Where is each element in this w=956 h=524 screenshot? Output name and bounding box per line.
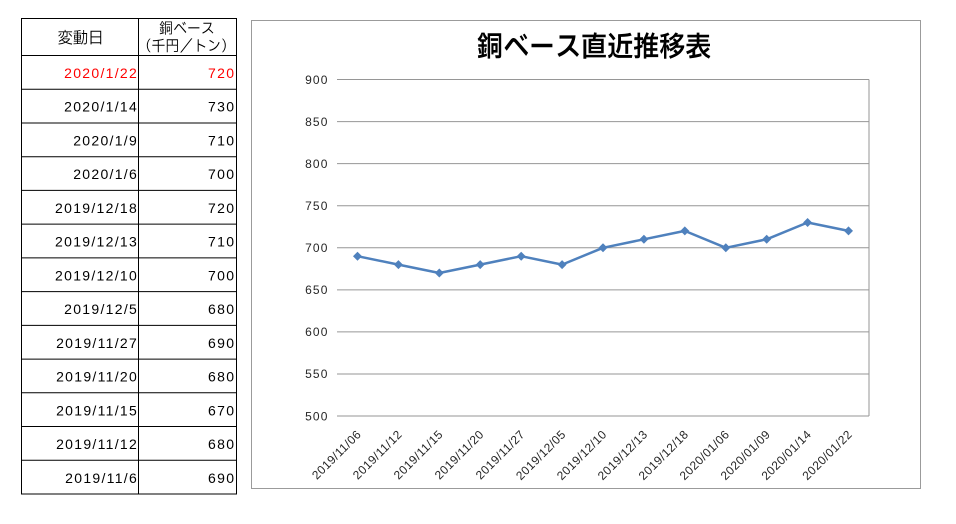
- svg-text:680: 680: [208, 369, 235, 385]
- svg-text:2019/11/20: 2019/11/20: [56, 369, 138, 385]
- svg-text:680: 680: [208, 436, 235, 452]
- svg-text:2019/11/6: 2019/11/6: [65, 470, 138, 486]
- svg-text:2019/12/18: 2019/12/18: [55, 200, 138, 216]
- svg-text:2019/12/13: 2019/12/13: [55, 234, 138, 250]
- svg-text:710: 710: [208, 133, 235, 149]
- svg-text:670: 670: [208, 402, 235, 418]
- svg-text:750: 750: [305, 199, 329, 213]
- svg-text:800: 800: [305, 157, 329, 171]
- svg-text:2019/12/10: 2019/12/10: [55, 267, 138, 283]
- svg-text:710: 710: [208, 234, 235, 250]
- svg-text:2020/1/22: 2020/1/22: [64, 65, 138, 81]
- svg-text:850: 850: [305, 115, 329, 129]
- svg-text:700: 700: [208, 166, 235, 182]
- svg-text:720: 720: [208, 200, 235, 216]
- svg-text:600: 600: [305, 325, 329, 339]
- svg-text:2019/11/12: 2019/11/12: [56, 436, 138, 452]
- svg-text:550: 550: [305, 367, 329, 381]
- svg-text:720: 720: [208, 65, 235, 81]
- svg-text:690: 690: [208, 470, 235, 486]
- svg-text:2019/11/27: 2019/11/27: [56, 335, 138, 351]
- svg-text:690: 690: [208, 335, 235, 351]
- svg-text:650: 650: [305, 283, 329, 297]
- svg-text:730: 730: [208, 99, 235, 115]
- svg-text:680: 680: [208, 301, 235, 317]
- svg-text:2020/1/6: 2020/1/6: [73, 166, 138, 182]
- svg-text:900: 900: [305, 73, 329, 87]
- svg-text:2019/11/15: 2019/11/15: [56, 402, 138, 418]
- svg-text:2019/12/5: 2019/12/5: [64, 301, 138, 317]
- svg-text:500: 500: [305, 409, 329, 423]
- svg-text:2020/1/9: 2020/1/9: [73, 133, 138, 149]
- svg-text:2020/1/14: 2020/1/14: [64, 99, 138, 115]
- svg-text:700: 700: [305, 241, 329, 255]
- svg-text:700: 700: [208, 267, 235, 283]
